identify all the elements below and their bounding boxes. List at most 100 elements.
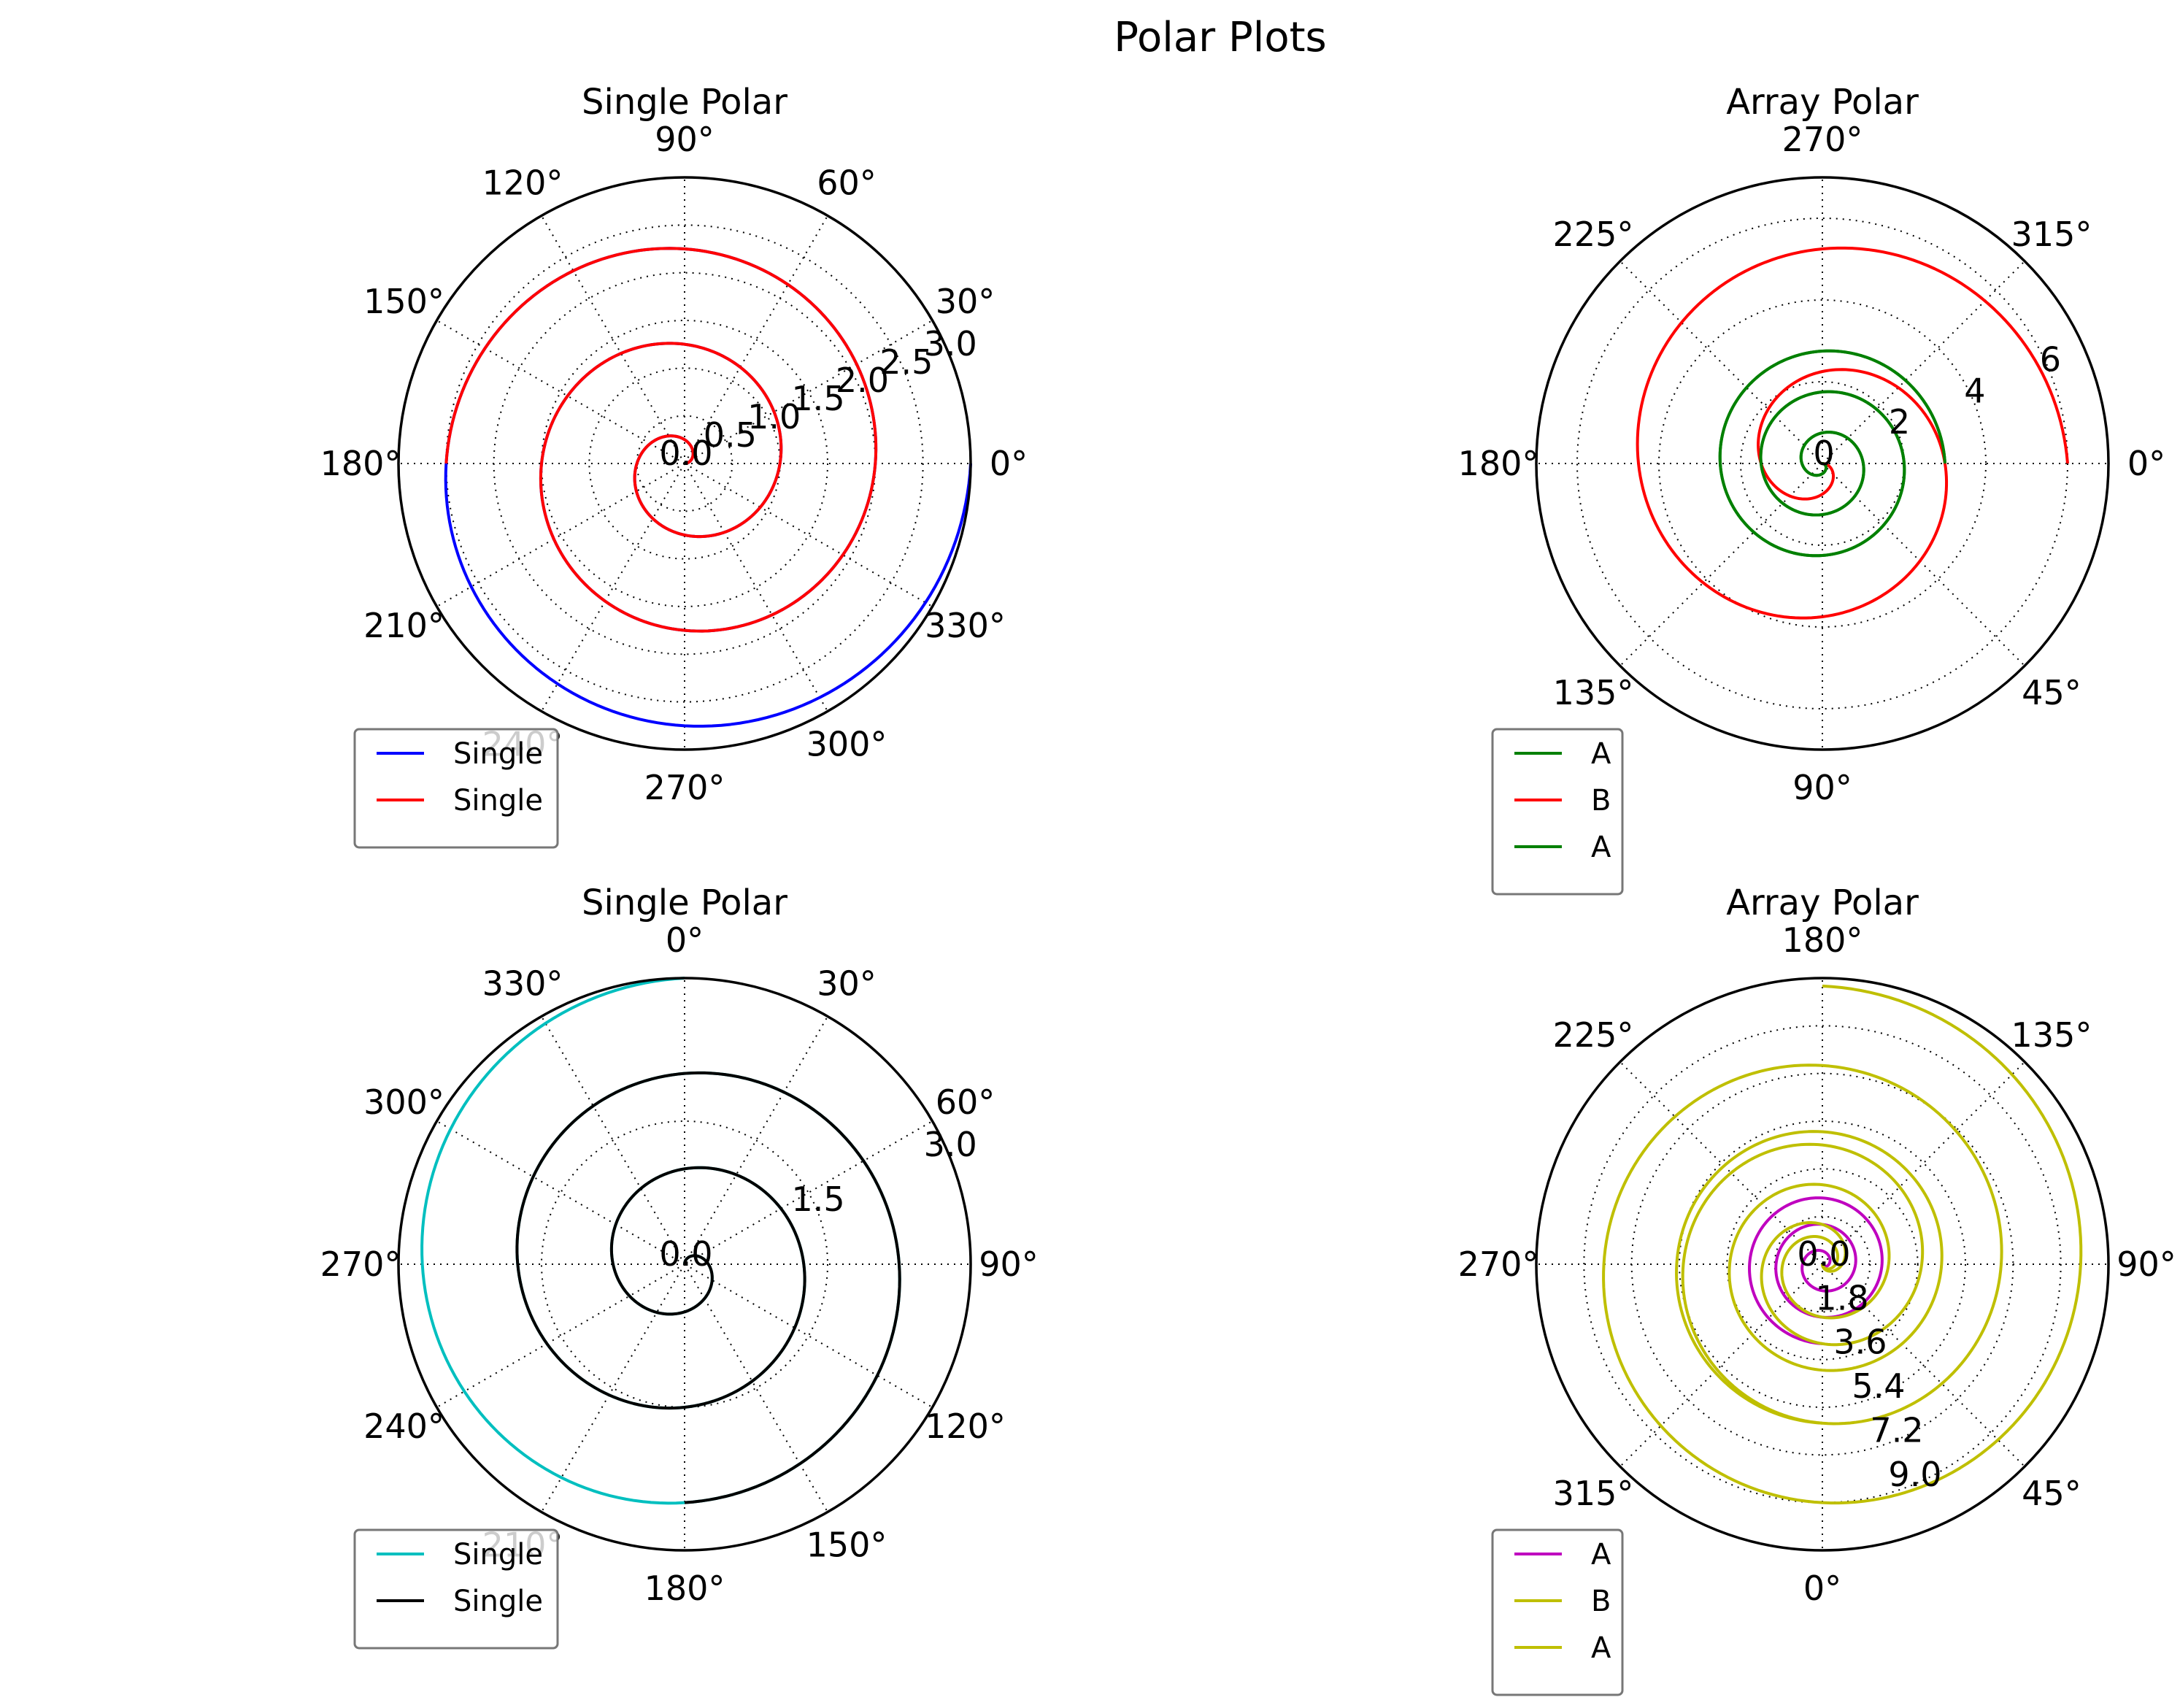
angle-tick-label: 45° xyxy=(2022,673,2081,712)
radial-gridline xyxy=(1679,1120,1966,1408)
radial-tick-label: 2.0 xyxy=(836,361,889,400)
chart-title: Array Polar xyxy=(1726,82,1919,123)
radial-tick-label: 0.0 xyxy=(659,1234,712,1274)
polar-chart-2: 0° 45° 90° 135° 180° 225° 270° 315° 0 2 4 6 Array Po… xyxy=(1458,82,2165,896)
angle-tick-label: 120° xyxy=(482,163,563,202)
radial-tick-label: 0.5 xyxy=(704,415,757,455)
angle-tick-label: 180° xyxy=(644,1569,725,1608)
series-line-a-3 xyxy=(1718,349,1946,558)
legend-label: A xyxy=(1591,1538,1611,1572)
radial-gridline xyxy=(1583,1025,2062,1504)
radial-tick-label: 0.0 xyxy=(1797,1234,1850,1274)
legend-label: A xyxy=(1591,831,1611,864)
radial-tick-label: 7.2 xyxy=(1870,1410,1923,1450)
angle-tick-label: 270° xyxy=(1458,1245,1539,1284)
angle-tick-label: 180° xyxy=(320,444,401,483)
radial-tick-label: 1.5 xyxy=(792,1180,845,1219)
angle-tick-label: 0° xyxy=(2127,444,2165,483)
angle-tick-label: 225° xyxy=(1553,1015,1634,1055)
angle-tick-label: 150° xyxy=(806,1526,887,1565)
series-line-a-3 xyxy=(1602,984,2083,1505)
radial-tick-label: 9.0 xyxy=(1888,1455,1941,1494)
series-line-single-2 xyxy=(444,247,878,633)
radial-tick-label: 1.5 xyxy=(792,379,845,418)
radial-tick-label: 3.0 xyxy=(924,1125,977,1164)
radial-tick-label: 0 xyxy=(1813,434,1834,473)
angle-tick-label: 90° xyxy=(979,1245,1039,1284)
legend-box xyxy=(353,728,559,849)
legend-box xyxy=(1491,1528,1624,1696)
angle-tick-label: 90° xyxy=(1792,768,1852,807)
radial-tick-label: 6 xyxy=(2040,339,2061,379)
angle-tick-label: 0° xyxy=(666,920,704,960)
angle-tick-label: 135° xyxy=(1553,673,1634,712)
angle-tick-label: 270° xyxy=(1782,120,1863,159)
angle-tick-label: 60° xyxy=(936,1082,995,1122)
angle-tick-label: 135° xyxy=(2011,1015,2092,1055)
series-line-single-2 xyxy=(515,1071,901,1504)
angle-tick-label: 210° xyxy=(363,606,444,645)
chart-title: Single Polar xyxy=(582,882,787,923)
angle-tick-label: 180° xyxy=(1458,444,1539,483)
legend-box xyxy=(1491,728,1624,896)
angle-tick-label: 120° xyxy=(925,1407,1006,1446)
chart-title: Single Polar xyxy=(582,82,787,123)
polar-frame xyxy=(1535,977,2110,1552)
radial-tick-label: 3.6 xyxy=(1833,1323,1887,1362)
polar-frame xyxy=(397,176,972,751)
radial-tick-label: 5.4 xyxy=(1852,1366,1905,1406)
legend-label: Single xyxy=(453,737,543,771)
polar-chart-4: 0° 45° 90° 135° 180° 225° 270° 315° 0.0 1.8 3.6 5.4… xyxy=(1458,882,2176,1696)
angle-tick-label: 60° xyxy=(817,163,877,202)
angle-tick-label: 225° xyxy=(1553,215,1634,254)
radial-gridline xyxy=(541,320,828,607)
legend: ABA xyxy=(1491,1528,1624,1696)
polar-frame xyxy=(397,977,972,1552)
polar-chart-1: 0°30°60°90°120°150°180°210°240°270°300°3… xyxy=(320,82,1028,849)
polar-frame xyxy=(1535,176,2110,751)
figure-title: Polar Plots xyxy=(1114,14,1326,61)
angle-tick-label: 330° xyxy=(925,606,1006,645)
legend-label: A xyxy=(1591,737,1611,771)
angle-tick-label: 180° xyxy=(1782,920,1863,960)
angle-tick-label: 0° xyxy=(990,444,1028,483)
legend-label: Single xyxy=(453,784,543,818)
legend-label: Single xyxy=(453,1585,543,1618)
legend: Single Single xyxy=(353,1528,559,1650)
angle-tick-label: 270° xyxy=(320,1245,401,1284)
legend-label: Single xyxy=(453,1538,543,1572)
radial-gridline xyxy=(1773,1215,1871,1313)
polar-panels: 0°30°60°90°120°150°180°210°240°270°300°3… xyxy=(320,82,2176,1696)
angle-tick-label: 300° xyxy=(806,725,887,764)
radial-tick-label: 2 xyxy=(1889,402,1910,442)
angle-tick-label: 240° xyxy=(363,1407,444,1446)
legend-box xyxy=(353,1528,559,1650)
radial-tick-label: 1.0 xyxy=(747,397,801,436)
series-line-b-2 xyxy=(1675,1130,1944,1425)
angle-tick-label: 90° xyxy=(2117,1245,2176,1284)
angle-tick-label: 270° xyxy=(644,768,725,807)
legend: ABA xyxy=(1491,728,1624,896)
radial-tick-label: 2.5 xyxy=(879,342,933,382)
radial-gridline xyxy=(1658,299,1987,628)
angle-tick-label: 90° xyxy=(655,120,715,159)
angle-tick-label: 0° xyxy=(1803,1569,1841,1608)
angle-tick-label: 30° xyxy=(817,963,877,1003)
radial-gridline xyxy=(1726,1168,1919,1361)
radial-tick-label: 4 xyxy=(1964,371,1985,410)
legend: Single Single xyxy=(353,728,559,849)
radial-gridline xyxy=(636,415,733,512)
legend-label: B xyxy=(1591,784,1611,818)
angle-tick-label: 45° xyxy=(2022,1474,2081,1513)
radial-tick-label: 0.0 xyxy=(659,434,712,473)
legend-label: A xyxy=(1591,1631,1611,1665)
chart-title: Array Polar xyxy=(1726,882,1919,923)
angle-tick-label: 300° xyxy=(363,1082,444,1122)
radial-tick-label: 3.0 xyxy=(924,324,977,363)
angle-tick-label: 315° xyxy=(2011,215,2092,254)
angle-tick-label: 150° xyxy=(363,282,444,321)
radial-tick-label: 1.8 xyxy=(1815,1278,1868,1317)
angle-tick-label: 30° xyxy=(936,282,995,321)
legend-label: B xyxy=(1591,1585,1611,1618)
